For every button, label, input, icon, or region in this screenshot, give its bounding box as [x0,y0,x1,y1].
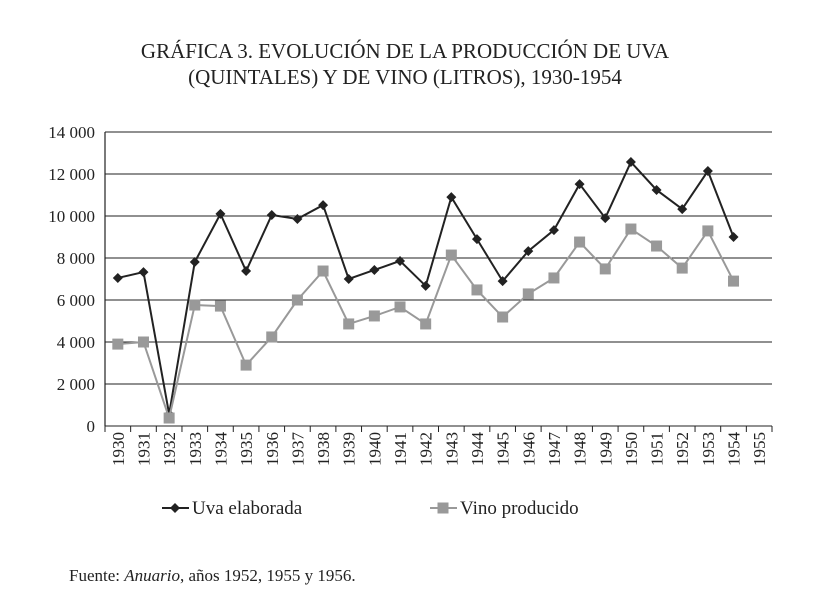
square-marker [343,318,355,330]
x-tick-label: 1939 [340,432,359,466]
diamond-marker [292,213,303,224]
diamond-marker [112,272,123,283]
x-tick-label: 1953 [699,432,718,466]
diamond-marker [420,280,431,291]
source-title: Anuario [124,566,180,585]
diamond-marker [728,232,739,242]
square-marker [445,249,457,261]
y-tick-label: 2 000 [57,375,95,394]
diamond-marker [343,274,354,284]
square-marker [676,262,688,274]
square-marker [112,338,124,350]
source-text: , años 1952, 1955 y 1956. [179,566,356,585]
diamond-marker [189,256,200,267]
source-label: Fuente: [69,566,120,585]
diamond-marker [497,276,508,287]
diamond-marker [369,264,380,275]
square-marker [702,225,714,237]
y-tick-label: 12 000 [48,165,95,184]
y-tick-label: 8 000 [57,249,95,268]
chart-title: GRÁFICA 3. EVOLUCIÓN DE LA PRODUCCIÓN DE… [141,39,670,63]
x-tick-label: 1930 [109,432,128,466]
square-marker [471,284,483,296]
diamond-marker [677,204,688,215]
x-tick-label: 1936 [263,432,282,466]
x-tick-label: 1934 [211,432,230,467]
x-tick-label: 1943 [442,432,461,466]
square-marker [240,359,252,371]
legend-marker [170,503,180,513]
x-tick-label: 1940 [365,432,384,466]
x-tick-label: 1932 [160,432,179,466]
x-tick-label: 1942 [417,432,436,466]
diamond-marker [600,213,611,224]
x-tick-label: 1948 [571,432,590,466]
square-marker [728,275,740,287]
diamond-marker [138,267,149,278]
square-marker [137,336,149,348]
x-tick-label: 1951 [648,432,667,466]
square-marker [266,331,278,343]
x-tick-label: 1931 [134,432,153,466]
diamond-marker [215,208,226,219]
square-marker [368,310,380,322]
square-marker [394,301,406,313]
diamond-marker [548,225,559,236]
diamond-marker [574,179,585,190]
square-marker [317,265,329,277]
source-note: Fuente: Anuario, años 1952, 1955 y 1956. [69,566,356,586]
x-tick-label: 1949 [596,432,615,466]
square-marker [420,318,432,330]
x-tick-label: 1945 [494,432,513,466]
square-marker [291,294,303,306]
x-tick-label: 1952 [673,432,692,466]
y-tick-label: 10 000 [48,207,95,226]
diamond-marker [395,255,406,266]
y-tick-label: 4 000 [57,333,95,352]
diamond-marker [702,166,713,177]
x-tick-label: 1935 [237,432,256,466]
x-tick-label: 1947 [545,432,564,467]
square-marker [214,300,226,312]
y-tick-label: 14 000 [48,123,95,142]
diamond-marker [446,192,457,203]
x-tick-label: 1946 [519,432,538,466]
diamond-marker [241,266,252,277]
square-marker [574,236,586,248]
x-tick-label: 1933 [186,432,205,466]
diamond-marker [625,157,636,168]
chart: GRÁFICA 3. EVOLUCIÓN DE LA PRODUCCIÓN DE… [48,39,773,519]
square-marker [497,311,509,323]
x-tick-label: 1950 [622,432,641,466]
square-marker [163,412,175,424]
square-marker [189,299,201,311]
diamond-marker [266,209,277,220]
diamond-marker [523,246,534,257]
square-marker [651,240,663,252]
x-tick-label: 1944 [468,432,487,467]
diamond-marker [471,234,482,245]
y-tick-label: 6 000 [57,291,95,310]
y-tick-label: 0 [87,417,96,436]
x-tick-label: 1941 [391,432,410,466]
x-tick-label: 1955 [750,432,769,466]
legend-marker [437,502,449,514]
square-marker [522,288,534,300]
legend-label: Uva elaborada [192,498,303,519]
square-marker [625,223,637,235]
x-tick-label: 1954 [725,432,744,467]
square-marker [599,263,611,275]
x-tick-label: 1938 [314,432,333,466]
diamond-marker [651,184,662,195]
legend-label: Vino producido [460,498,579,519]
square-marker [548,272,560,284]
chart-title: (QUINTALES) Y DE VINO (LITROS), 1930-195… [188,65,622,89]
x-tick-label: 1937 [288,432,307,467]
diamond-marker [318,200,329,211]
